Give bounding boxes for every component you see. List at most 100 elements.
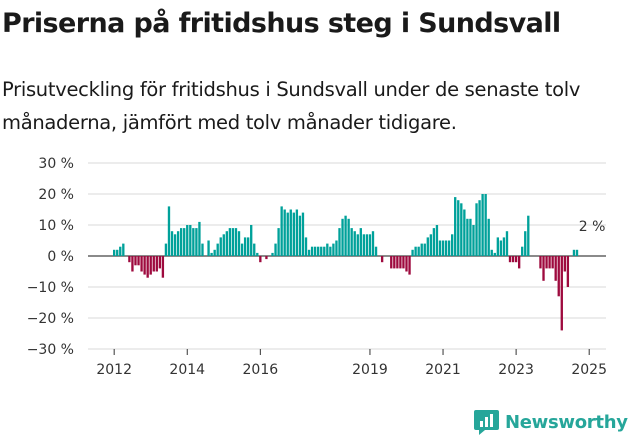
bar [447, 240, 451, 256]
bar [338, 228, 341, 256]
bar [493, 252, 496, 256]
bar [417, 246, 420, 256]
bar [575, 249, 579, 256]
bar [405, 256, 408, 272]
bar [566, 256, 570, 287]
brand-logo[interactable]: Newsworthy [474, 407, 628, 437]
bar [210, 252, 213, 256]
bar [219, 237, 222, 256]
bar [444, 240, 448, 256]
bar [524, 231, 527, 256]
bar [228, 228, 232, 256]
chart-title: Priserna på fritidshus steg i Sundsvall [2, 8, 561, 39]
bar [481, 194, 484, 256]
bar [253, 243, 256, 256]
bar [411, 249, 414, 256]
bar-chart: 30 %20 %10 %0 %−10 %−20 %−30 % 2012 2014 2… [27, 156, 607, 378]
bar [438, 240, 442, 256]
bar [158, 256, 162, 269]
bar [179, 228, 183, 256]
x-tick-label: 2014 [169, 362, 205, 378]
bar [231, 228, 235, 256]
bar [186, 225, 189, 256]
bar [234, 228, 238, 256]
bar [463, 209, 466, 256]
bar [527, 215, 530, 256]
bar [542, 256, 545, 281]
bar [113, 249, 116, 256]
bar [295, 209, 299, 256]
bar [551, 256, 554, 269]
bar [548, 256, 551, 269]
bar [198, 221, 201, 256]
bar [164, 243, 168, 256]
bar [499, 240, 503, 256]
x-tick-label: 2023 [498, 362, 534, 378]
bar [429, 234, 433, 256]
bar [560, 256, 563, 331]
bar [243, 237, 247, 256]
bar [301, 212, 305, 256]
bar [216, 243, 219, 256]
x-tick-label: 2016 [243, 362, 279, 378]
bar [213, 249, 216, 256]
bar [240, 243, 244, 256]
y-axis-tick-labels: 30 % 20 % 10 % 0 % −10 % −20 % −30 % [27, 156, 74, 358]
x-tick-label: 2012 [96, 362, 132, 378]
bar [408, 256, 411, 275]
bar [274, 243, 277, 256]
bar [466, 218, 469, 256]
bar [344, 215, 347, 256]
bar [292, 212, 295, 256]
y-tick-label: −10 % [27, 280, 74, 296]
bar [167, 206, 171, 256]
bar [332, 243, 335, 256]
bar [502, 237, 506, 256]
bar [173, 234, 177, 256]
bar [122, 243, 125, 256]
bar [353, 231, 356, 256]
bar [246, 237, 250, 256]
brand-name: Newsworthy [505, 411, 628, 433]
bar [475, 203, 478, 256]
bar [368, 234, 372, 256]
bar [572, 249, 576, 256]
annotations: 2 % [579, 219, 606, 235]
bar [396, 256, 399, 269]
bar [131, 256, 134, 272]
bar [521, 246, 524, 256]
y-tick-label: 0 % [47, 249, 74, 265]
bar [420, 243, 423, 256]
bar [280, 206, 283, 256]
y-tick-label: 10 % [38, 218, 74, 234]
bar [487, 218, 490, 256]
chart-subtitle: Prisutveckling för fritidshus i Sundsval… [2, 78, 581, 134]
bar [490, 249, 493, 256]
bar [508, 256, 512, 263]
bar [298, 215, 302, 256]
bar [380, 256, 384, 263]
bar [505, 231, 509, 256]
bar [432, 228, 436, 256]
bar [307, 249, 311, 256]
bar [195, 228, 198, 256]
chart-logo-icon [474, 409, 499, 435]
bar [356, 234, 359, 256]
bar [310, 246, 314, 256]
bar [116, 249, 119, 256]
y-tick-label: 20 % [38, 187, 74, 203]
bar [134, 256, 137, 266]
bar [472, 225, 475, 256]
bar [225, 231, 228, 256]
bar [286, 212, 289, 256]
bar [484, 194, 487, 256]
bar [323, 246, 326, 256]
bar [365, 234, 369, 256]
bar [554, 256, 557, 281]
bar [170, 231, 174, 256]
bar [152, 256, 155, 272]
bar [335, 240, 338, 256]
bar [313, 246, 317, 256]
bar [423, 243, 426, 256]
bar [371, 231, 375, 256]
